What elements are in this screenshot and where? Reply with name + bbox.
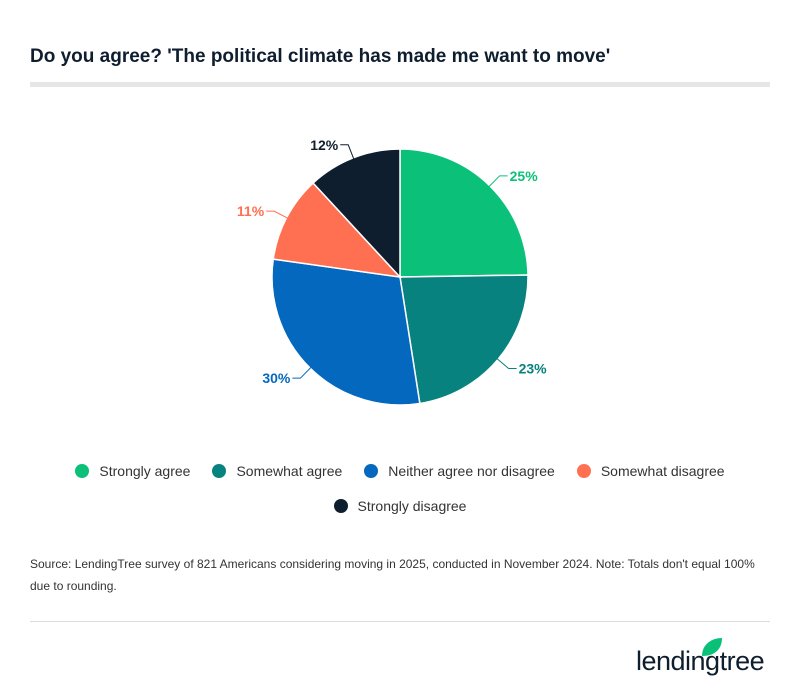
pie-slice-2 <box>271 258 421 406</box>
legend-row-1: Strongly agree Somewhat agree Neither agre… <box>30 463 770 479</box>
legend-item: Somewhat agree <box>212 463 342 479</box>
legend-swatch <box>75 464 90 478</box>
lendingtree-logo: lendingtree <box>636 636 765 677</box>
legend-item: Somewhat disagree <box>576 463 725 479</box>
data-label-1: 23% <box>519 360 548 376</box>
leader-line-0 <box>488 175 508 188</box>
legend-swatch <box>364 464 379 478</box>
legend-label: Neither agree nor disagree <box>388 463 555 479</box>
legend-label: Strongly agree <box>99 463 191 479</box>
chart-title: Do you agree? 'The political climate has… <box>30 46 611 67</box>
leader-line-3 <box>266 210 289 220</box>
data-label-3: 11% <box>237 203 265 219</box>
legend-item: Neither agree nor disagree <box>364 463 555 479</box>
data-label-4: 12% <box>310 137 339 153</box>
data-label-0: 25% <box>510 168 539 184</box>
source-note: Source: LendingTree survey of 821 Americ… <box>30 557 755 593</box>
leader-line-1 <box>496 357 517 369</box>
legend-label: Somewhat disagree <box>600 463 725 479</box>
legend-swatch <box>576 464 591 478</box>
legend-swatch <box>212 464 227 478</box>
leader-line-4 <box>340 144 355 160</box>
pie-slice-1 <box>399 274 529 405</box>
legend-item: Strongly disagree <box>333 498 467 514</box>
legend-row-2: Strongly disagree <box>30 498 770 514</box>
title-divider <box>30 82 770 87</box>
leader-line-2 <box>292 366 312 379</box>
legend-swatch <box>333 499 348 513</box>
legend-label: Somewhat agree <box>236 463 343 479</box>
footer-divider <box>30 621 770 622</box>
leaf-icon <box>702 638 722 656</box>
legend-label: Strongly disagree <box>357 498 467 514</box>
data-label-2: 30% <box>262 370 291 386</box>
legend-item: Strongly agree <box>75 463 190 479</box>
